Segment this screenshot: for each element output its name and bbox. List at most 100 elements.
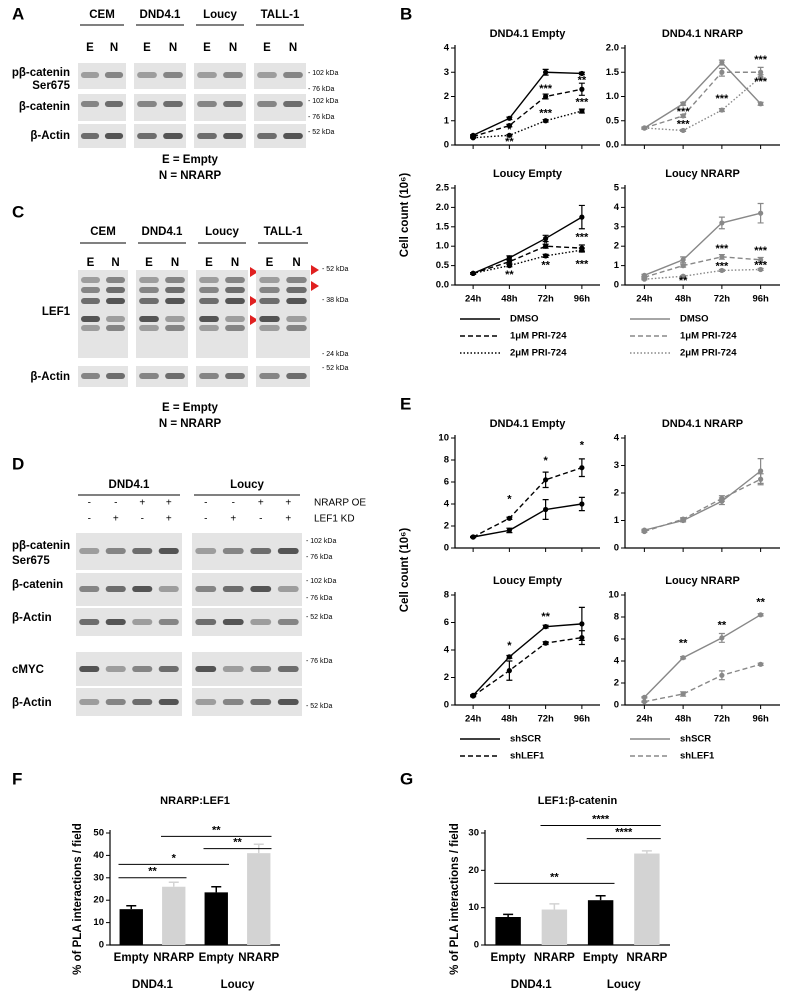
blot-strip	[256, 270, 310, 358]
error-bar	[503, 913, 514, 917]
y-tick-label: 0	[614, 280, 619, 291]
y-tick-label: 4	[444, 499, 450, 510]
blot-band	[277, 699, 299, 705]
y-tick-label: 6	[614, 634, 619, 645]
axis	[624, 435, 780, 549]
data-point	[506, 255, 512, 261]
blot-band	[132, 586, 153, 592]
series-line	[644, 61, 762, 129]
error-bar	[126, 905, 137, 910]
series-line	[472, 503, 582, 538]
lane-label: N	[231, 257, 239, 269]
significance: ***	[715, 260, 729, 272]
blot-band	[80, 101, 100, 107]
data-point	[719, 220, 725, 226]
panel-label: C	[12, 202, 24, 221]
x-tick-label: Empty	[114, 952, 150, 964]
blot-band	[223, 101, 243, 107]
error-bar	[168, 881, 179, 887]
legend-label: shLEF1	[680, 751, 715, 762]
size-marker: - 76 kDa	[306, 595, 333, 602]
significance: ***	[539, 83, 553, 95]
blot-band	[199, 287, 219, 293]
blot-band	[137, 133, 157, 139]
data-point	[719, 59, 725, 66]
x-tick-label: 24h	[465, 294, 482, 305]
data-point	[719, 672, 725, 678]
blot-band	[195, 619, 217, 625]
lane-label: N	[292, 257, 300, 269]
bar	[119, 909, 143, 945]
significance: **	[541, 611, 550, 623]
blot-band	[163, 133, 183, 139]
blot-band	[225, 373, 245, 379]
row-label: β-catenin	[19, 101, 70, 113]
blot-band	[225, 277, 245, 283]
significance: *	[543, 455, 548, 467]
data-point	[719, 635, 725, 641]
blot-band	[81, 325, 100, 331]
chart-title: DND4.1 NRARP	[662, 28, 743, 40]
condition-sign: -	[204, 514, 207, 525]
condition-sign: -	[114, 498, 117, 509]
blot-band	[225, 298, 245, 304]
blot-band	[259, 373, 280, 379]
row-label: LEF1	[42, 306, 71, 318]
data-point	[543, 93, 549, 100]
legend-label: shSCR	[510, 734, 541, 745]
data-point	[719, 495, 725, 502]
blot-band	[165, 287, 185, 293]
blot-band	[81, 373, 100, 379]
data-point	[758, 257, 764, 263]
y-tick-label: 6	[444, 477, 449, 488]
y-tick-label: 4	[614, 202, 620, 213]
blot-band	[106, 277, 125, 283]
lane-label: E	[205, 257, 213, 269]
lane-label: E	[86, 42, 94, 54]
blot-strip	[196, 366, 248, 387]
data-point	[543, 253, 549, 259]
x-tick-label: 96h	[752, 294, 769, 305]
size-marker: - 76 kDa	[306, 658, 333, 665]
y-tick-label: 0	[444, 543, 449, 554]
condition-sign: +	[285, 498, 291, 509]
y-tick-label: 3	[614, 221, 619, 232]
data-point	[506, 527, 512, 534]
significance: **	[233, 837, 242, 849]
blot-strip	[134, 94, 186, 121]
bar	[204, 892, 228, 945]
data-point	[579, 465, 585, 471]
x-tick-label: Empty	[583, 952, 619, 964]
blot-band	[223, 72, 243, 78]
data-point	[543, 477, 549, 483]
data-point	[579, 70, 585, 77]
lane-label: N	[110, 42, 118, 54]
y-tick-label: 0	[99, 940, 104, 951]
blot-band	[81, 316, 100, 322]
significance: **	[578, 75, 587, 87]
condition-sign: +	[258, 498, 264, 509]
blot-group-label: CEM	[89, 9, 115, 21]
significance: *	[507, 124, 512, 136]
y-tick-label: 2	[444, 91, 449, 102]
data-point	[758, 101, 764, 107]
data-point	[680, 516, 686, 522]
blot-band	[165, 316, 185, 322]
data-point	[579, 247, 585, 253]
size-marker: - 52 kDa	[306, 614, 333, 621]
blot-band	[286, 373, 307, 379]
row-label: β-Actin	[12, 697, 52, 709]
significance: ***	[715, 243, 729, 255]
x-tick-label: 48h	[501, 294, 518, 305]
x-tick-label: 96h	[574, 714, 591, 725]
bar	[495, 917, 521, 945]
blot-band	[139, 287, 159, 293]
blot-band	[222, 548, 244, 554]
blot-band	[250, 699, 272, 705]
lane-label: N	[171, 257, 179, 269]
condition-label: LEF1 KD	[314, 514, 355, 525]
y-tick-label: 50	[93, 828, 104, 839]
chart-title: Loucy NRARP	[665, 575, 740, 587]
y-tick-label: 4	[614, 656, 620, 667]
